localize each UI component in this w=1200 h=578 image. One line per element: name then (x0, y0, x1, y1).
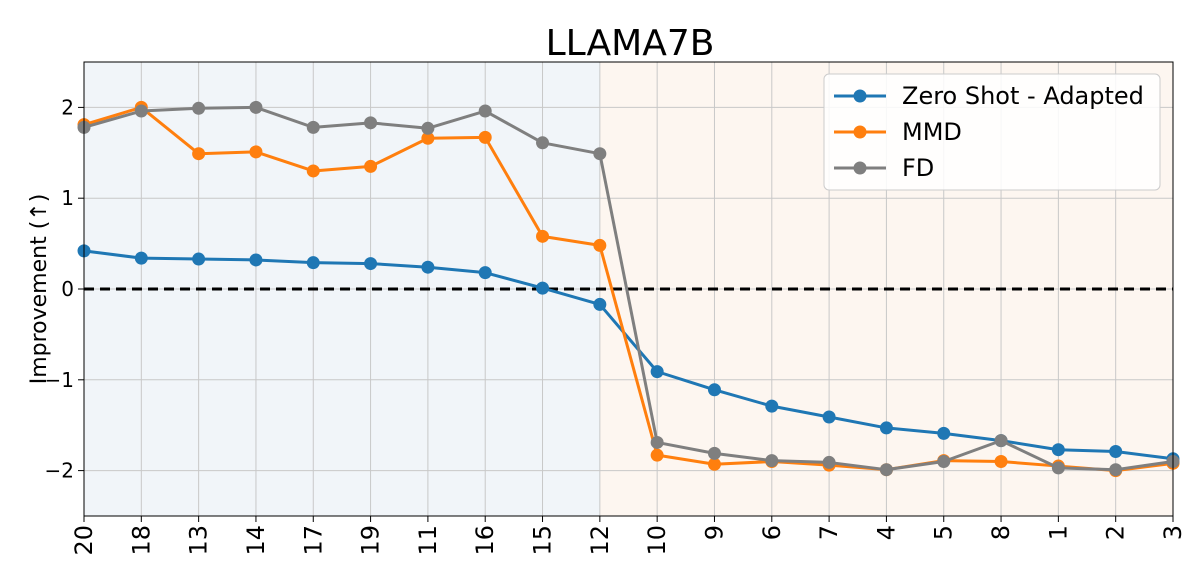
y-tick-label: 0 (61, 277, 74, 301)
y-tick-label: 2 (61, 95, 74, 119)
data-point (707, 446, 721, 460)
legend-item: FD (834, 154, 934, 182)
data-point (478, 104, 492, 118)
data-point (593, 147, 607, 161)
x-tick-label: 4 (872, 525, 900, 540)
legend-label: Zero Shot - Adapted (902, 82, 1144, 110)
x-tick-label: 10 (643, 525, 671, 556)
legend-item: MMD (834, 118, 962, 146)
x-tick-label: 20 (70, 525, 98, 556)
legend-marker (853, 161, 867, 175)
x-tick-label: 17 (299, 525, 327, 556)
x-tick-label: 15 (529, 525, 557, 556)
data-point (306, 164, 320, 178)
data-point (1051, 443, 1065, 457)
y-tick-label: 1 (61, 186, 74, 210)
x-tick-label: 9 (700, 525, 728, 540)
data-point (192, 147, 206, 161)
x-tick-label: 3 (1159, 525, 1187, 540)
data-point (134, 104, 148, 118)
data-point (593, 238, 607, 252)
data-point (879, 463, 893, 477)
x-tick-label: 2 (1102, 525, 1130, 540)
legend: Zero Shot - Adapted MMD FD (823, 73, 1161, 191)
series-line (83, 105, 1174, 472)
data-point (306, 120, 320, 134)
data-point (707, 383, 721, 397)
legend-label: FD (902, 154, 934, 182)
data-point (364, 159, 378, 173)
x-tick-label: 16 (471, 525, 499, 556)
y-tick-label: −1 (45, 368, 74, 392)
data-point (650, 448, 664, 462)
y-axis: −2 −1 0 1 2 (45, 95, 84, 483)
data-point (134, 251, 148, 265)
data-point (478, 130, 492, 144)
data-point (421, 260, 435, 274)
data-point (994, 434, 1008, 448)
data-point (937, 455, 951, 469)
x-tick-label: 12 (586, 525, 614, 556)
data-point (421, 121, 435, 135)
x-tick-label: 8 (987, 525, 1015, 540)
data-point (192, 252, 206, 266)
x-tick-label: 6 (758, 525, 786, 540)
data-point (765, 454, 779, 468)
data-point (536, 229, 550, 243)
y-tick-label: −2 (45, 459, 74, 483)
data-point (536, 136, 550, 150)
data-point (306, 256, 320, 270)
data-point (593, 297, 607, 311)
data-point (879, 421, 893, 435)
series-fd (77, 100, 1180, 477)
series-line (83, 249, 1174, 461)
data-point (192, 101, 206, 115)
data-point (650, 365, 664, 379)
x-tick-label: 13 (185, 525, 213, 556)
x-tick-label: 14 (242, 525, 270, 556)
series-layer (77, 100, 1180, 478)
legend-box (823, 73, 1161, 191)
legend-item: Zero Shot - Adapted (834, 82, 1144, 110)
x-tick-label: 19 (357, 525, 385, 556)
x-axis: 20 18 13 14 17 19 11 16 15 12 10 9 6 7 4 5 8 1 2 3 (70, 516, 1187, 556)
data-point (994, 455, 1008, 469)
data-point (1109, 463, 1123, 477)
data-point (650, 435, 664, 449)
data-point (1051, 461, 1065, 475)
data-point (364, 116, 378, 130)
x-tick-label: 1 (1044, 525, 1072, 540)
data-point (1109, 445, 1123, 459)
legend-marker (853, 125, 867, 139)
data-point (421, 131, 435, 145)
y-axis-title: Improvement (↑) (27, 194, 52, 385)
data-point (937, 426, 951, 440)
series-line (83, 105, 1174, 473)
data-point (478, 266, 492, 280)
chart-title: LLAMA7B (546, 23, 715, 64)
data-point (822, 455, 836, 469)
data-point (707, 457, 721, 471)
data-point (536, 281, 550, 295)
legend-label: MMD (902, 118, 962, 146)
legend-marker (853, 89, 867, 103)
x-tick-label: 11 (414, 525, 442, 556)
data-point (249, 253, 263, 267)
data-point (364, 257, 378, 271)
data-point (822, 410, 836, 424)
data-point (249, 145, 263, 159)
data-point (765, 399, 779, 413)
x-tick-label: 7 (815, 525, 843, 540)
x-tick-label: 18 (127, 525, 155, 556)
data-point (249, 100, 263, 114)
x-tick-label: 5 (930, 525, 958, 540)
